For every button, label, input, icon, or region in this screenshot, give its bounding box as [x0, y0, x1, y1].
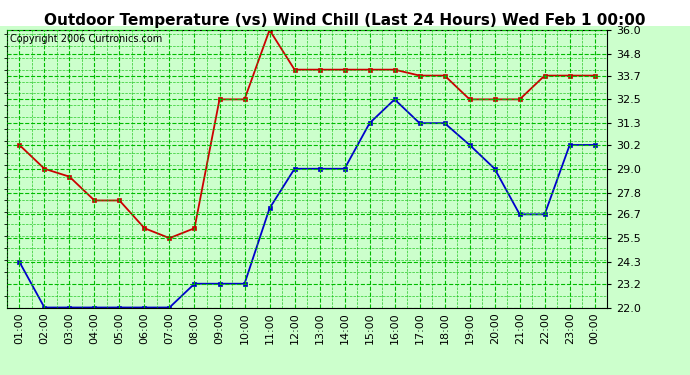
Text: Copyright 2006 Curtronics.com: Copyright 2006 Curtronics.com: [10, 34, 162, 44]
Text: Outdoor Temperature (vs) Wind Chill (Last 24 Hours) Wed Feb 1 00:00: Outdoor Temperature (vs) Wind Chill (Las…: [44, 13, 646, 28]
